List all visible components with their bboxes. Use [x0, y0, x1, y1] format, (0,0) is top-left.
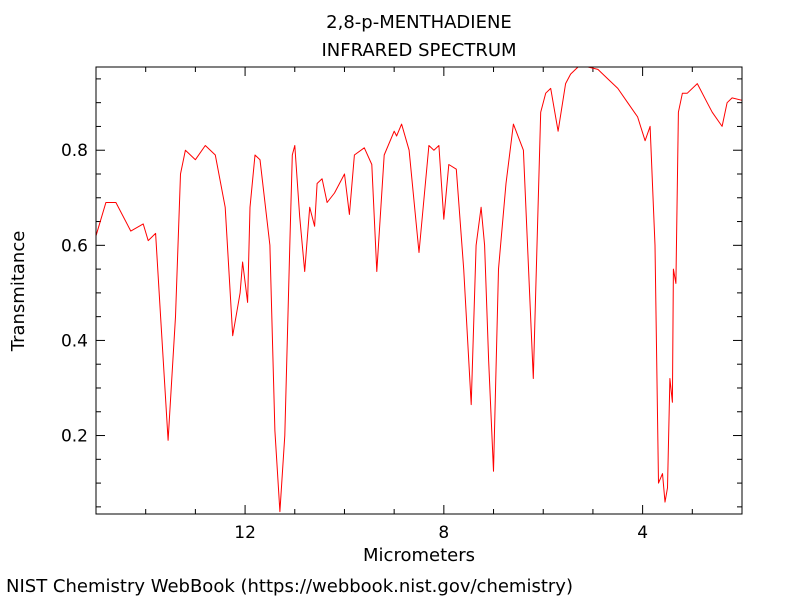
plot-frame — [95, 66, 743, 515]
x-tick-label: 8 — [438, 523, 449, 543]
chart-title: 2,8-p-MENTHADIENE — [326, 12, 512, 33]
y-tick-label: 0.2 — [61, 427, 88, 447]
y-tick-label: 0.4 — [61, 331, 88, 351]
axis-ticks — [95, 67, 743, 514]
x-tick-label: 4 — [637, 523, 648, 543]
axis-tick-labels: 12 8 4 0.2 0.4 0.6 0.8 — [61, 141, 648, 543]
y-tick-label: 0.6 — [61, 236, 88, 256]
chart-subtitle: INFRARED SPECTRUM — [321, 40, 516, 61]
y-tick-label: 0.8 — [61, 141, 88, 161]
y-axis-label: Transmitance — [8, 231, 29, 353]
source-credit: NIST Chemistry WebBook (https://webbook.… — [6, 576, 573, 597]
spectrum-line — [95, 66, 743, 513]
x-tick-label: 12 — [234, 523, 256, 543]
x-axis-label: Micrometers — [363, 545, 475, 566]
